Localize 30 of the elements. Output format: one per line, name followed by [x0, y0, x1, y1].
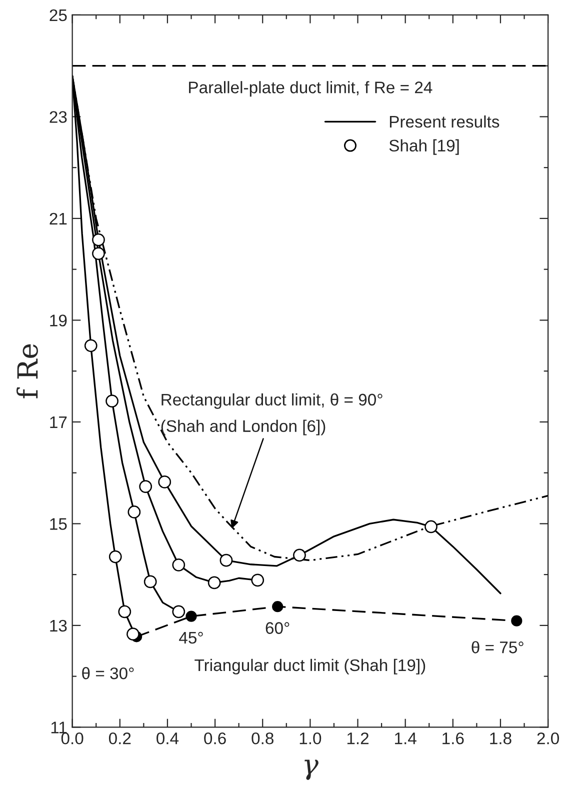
annotation: Rectangular duct limit, θ = 90° (Shah and London [6]) [161, 393, 382, 436]
y-tick-label: 19 [50, 314, 67, 326]
y-tick-label: 25 [50, 9, 67, 22]
x-tick-label: 1.6 [442, 732, 464, 744]
y-tick-label: 11 [51, 722, 67, 734]
y-tick-label: 15 [50, 518, 67, 530]
x-tick-label: 1.0 [300, 732, 322, 744]
annotation: 60° [266, 622, 290, 634]
legend-label: Present results [390, 115, 500, 128]
annotation: 45° [179, 632, 203, 644]
y-tick-label: 17 [50, 416, 67, 428]
ref-line-label: Parallel-plate duct limit, f Re = 24 [189, 81, 432, 97]
x-tick-label: 2.0 [537, 732, 559, 744]
annotation: Triangular duct limit (Shah [19]) [194, 658, 426, 674]
x-tick-label: 0.0 [61, 732, 84, 744]
y-tick-label: 21 [50, 212, 67, 224]
x-tick-label: 1.8 [490, 732, 512, 744]
x-tick-label: 0.6 [204, 732, 226, 744]
legend-label: Shah [19] [389, 139, 459, 155]
y-axis-title: f Re [16, 344, 38, 398]
y-tick-label: 13 [50, 620, 67, 632]
x-tick-label: 0.4 [156, 732, 179, 744]
annotation: θ = 75° [472, 641, 524, 654]
annotation: θ = 30° [82, 667, 134, 680]
x-tick-label: 1.2 [347, 732, 369, 744]
x-axis-title: γ [304, 760, 318, 780]
y-tick-label: 23 [50, 111, 67, 123]
x-tick-label: 0.2 [108, 732, 131, 744]
x-tick-label: 0.8 [252, 732, 274, 744]
x-tick-label: 1.4 [395, 732, 416, 744]
